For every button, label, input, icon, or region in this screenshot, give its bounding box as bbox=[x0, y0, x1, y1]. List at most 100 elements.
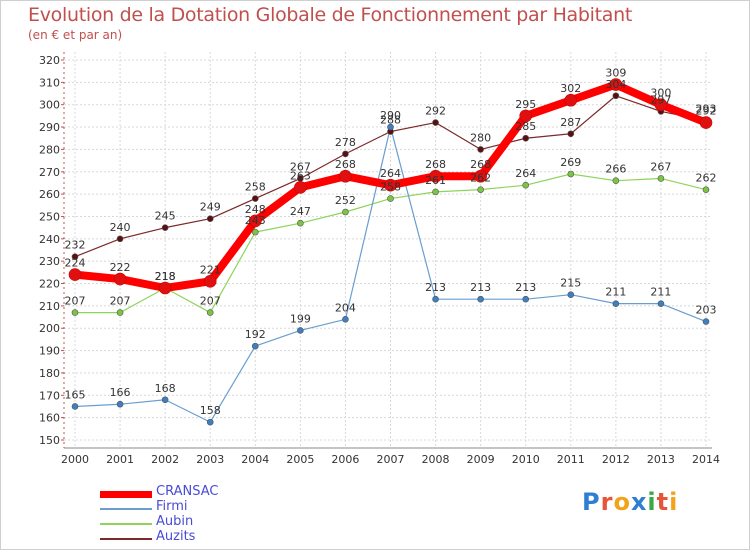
data-point-firmi bbox=[702, 318, 710, 325]
y-tick-label: 200 bbox=[39, 322, 60, 335]
data-point-aubin bbox=[251, 228, 259, 236]
legend-swatch bbox=[100, 523, 152, 525]
data-point-aubin bbox=[702, 186, 710, 193]
data-point-auzits bbox=[116, 235, 124, 243]
data-label-aubin: 207 bbox=[200, 295, 221, 308]
proxiti-logo: Proxiti bbox=[582, 488, 678, 516]
x-tick-label: 2013 bbox=[647, 453, 675, 466]
data-label-cransac: 268 bbox=[425, 158, 446, 171]
data-label-firmi: 192 bbox=[245, 328, 266, 341]
data-point-firmi bbox=[342, 315, 349, 323]
data-label-cransac: 295 bbox=[515, 98, 536, 111]
data-label-cransac: 268 bbox=[470, 158, 491, 171]
data-point-cransac bbox=[68, 268, 82, 281]
data-point-cransac bbox=[519, 109, 533, 123]
data-point-aubin bbox=[206, 309, 214, 316]
data-label-aubin: 252 bbox=[335, 194, 356, 207]
data-point-cransac bbox=[474, 169, 487, 183]
data-label-cransac: 224 bbox=[65, 257, 86, 270]
y-tick-label: 300 bbox=[39, 99, 60, 112]
data-point-aubin bbox=[612, 177, 620, 185]
data-point-firmi bbox=[251, 342, 259, 350]
data-label-aubin: 262 bbox=[470, 172, 491, 185]
data-point-firmi bbox=[161, 396, 169, 404]
legend-label: Firmi bbox=[156, 499, 188, 514]
data-point-auzits bbox=[432, 119, 439, 126]
data-point-firmi bbox=[432, 295, 439, 303]
data-label-firmi: 168 bbox=[155, 382, 176, 395]
x-tick-label: 2007 bbox=[377, 453, 405, 466]
data-point-auzits bbox=[567, 130, 575, 138]
data-point-cransac bbox=[113, 272, 127, 286]
data-label-auzits: 278 bbox=[335, 136, 356, 149]
x-tick-label: 2008 bbox=[422, 453, 450, 466]
data-label-auzits: 288 bbox=[380, 114, 401, 127]
data-label-auzits: 280 bbox=[470, 131, 491, 144]
data-label-firmi: 213 bbox=[425, 281, 446, 294]
chart-subtitle: (en € et par an) bbox=[28, 28, 123, 42]
x-tick-label: 2001 bbox=[106, 453, 134, 466]
data-point-cransac bbox=[384, 178, 397, 192]
legend-label: Auzits bbox=[156, 529, 196, 544]
y-tick-label: 160 bbox=[39, 412, 60, 425]
x-tick-label: 2004 bbox=[241, 453, 269, 466]
data-label-firmi: 215 bbox=[560, 277, 581, 290]
data-label-aubin: 269 bbox=[560, 156, 581, 169]
x-tick-label: 2009 bbox=[467, 453, 495, 466]
y-tick-label: 180 bbox=[39, 367, 60, 380]
y-tick-label: 150 bbox=[39, 434, 60, 447]
data-point-auzits bbox=[522, 134, 530, 142]
y-tick-label: 250 bbox=[39, 210, 60, 223]
x-tick-label: 2003 bbox=[196, 453, 224, 466]
data-point-firmi bbox=[477, 295, 484, 303]
data-point-aubin bbox=[71, 309, 79, 316]
logo-letter: o bbox=[613, 488, 631, 516]
data-label-cransac: 300 bbox=[650, 87, 671, 100]
data-point-cransac bbox=[203, 274, 217, 288]
logo-letter: i bbox=[647, 488, 657, 516]
legend-swatch bbox=[100, 538, 152, 540]
data-label-firmi: 165 bbox=[65, 388, 86, 401]
x-tick-label: 2002 bbox=[151, 453, 179, 466]
data-label-auzits: 258 bbox=[245, 181, 266, 194]
data-label-aubin: 267 bbox=[650, 160, 671, 173]
data-point-auzits bbox=[342, 150, 349, 158]
data-label-cransac: 222 bbox=[110, 261, 131, 274]
y-tick-label: 280 bbox=[39, 143, 60, 156]
data-label-firmi: 213 bbox=[515, 281, 536, 294]
data-label-auzits: 245 bbox=[155, 210, 176, 223]
data-label-auzits: 304 bbox=[605, 78, 626, 91]
y-tick-label: 310 bbox=[39, 76, 60, 89]
data-point-firmi bbox=[567, 291, 575, 299]
data-point-auzits bbox=[206, 215, 214, 223]
data-label-auzits: 240 bbox=[110, 221, 131, 234]
data-label-firmi: 211 bbox=[605, 286, 626, 299]
data-label-auzits: 285 bbox=[515, 120, 536, 133]
logo-letter: P bbox=[582, 488, 601, 516]
data-label-cransac: 218 bbox=[155, 270, 176, 283]
y-tick-label: 240 bbox=[39, 233, 60, 246]
data-point-auzits bbox=[161, 224, 169, 231]
data-point-firmi bbox=[297, 327, 304, 334]
data-label-firmi: 166 bbox=[110, 386, 131, 399]
data-label-cransac: 302 bbox=[560, 82, 581, 95]
data-point-cransac bbox=[609, 78, 623, 91]
data-point-aubin bbox=[387, 195, 394, 202]
data-label-firmi: 290 bbox=[380, 109, 401, 122]
data-label-firmi: 203 bbox=[696, 304, 717, 317]
data-label-cransac: 268 bbox=[335, 158, 356, 171]
data-label-cransac: 264 bbox=[380, 167, 401, 180]
data-point-cransac bbox=[429, 169, 442, 183]
data-label-cransac: 309 bbox=[605, 67, 626, 80]
y-tick-label: 230 bbox=[39, 255, 60, 268]
data-point-aubin bbox=[116, 309, 124, 316]
data-label-firmi: 211 bbox=[650, 286, 671, 299]
x-tick-label: 2012 bbox=[602, 453, 630, 466]
plot-area bbox=[64, 52, 712, 440]
data-label-aubin: 218 bbox=[155, 270, 176, 283]
logo-letter: x bbox=[630, 488, 648, 516]
data-label-aubin: 207 bbox=[65, 295, 86, 308]
data-label-firmi: 204 bbox=[335, 301, 356, 314]
data-label-aubin: 207 bbox=[110, 295, 131, 308]
data-label-aubin: 243 bbox=[245, 214, 266, 227]
